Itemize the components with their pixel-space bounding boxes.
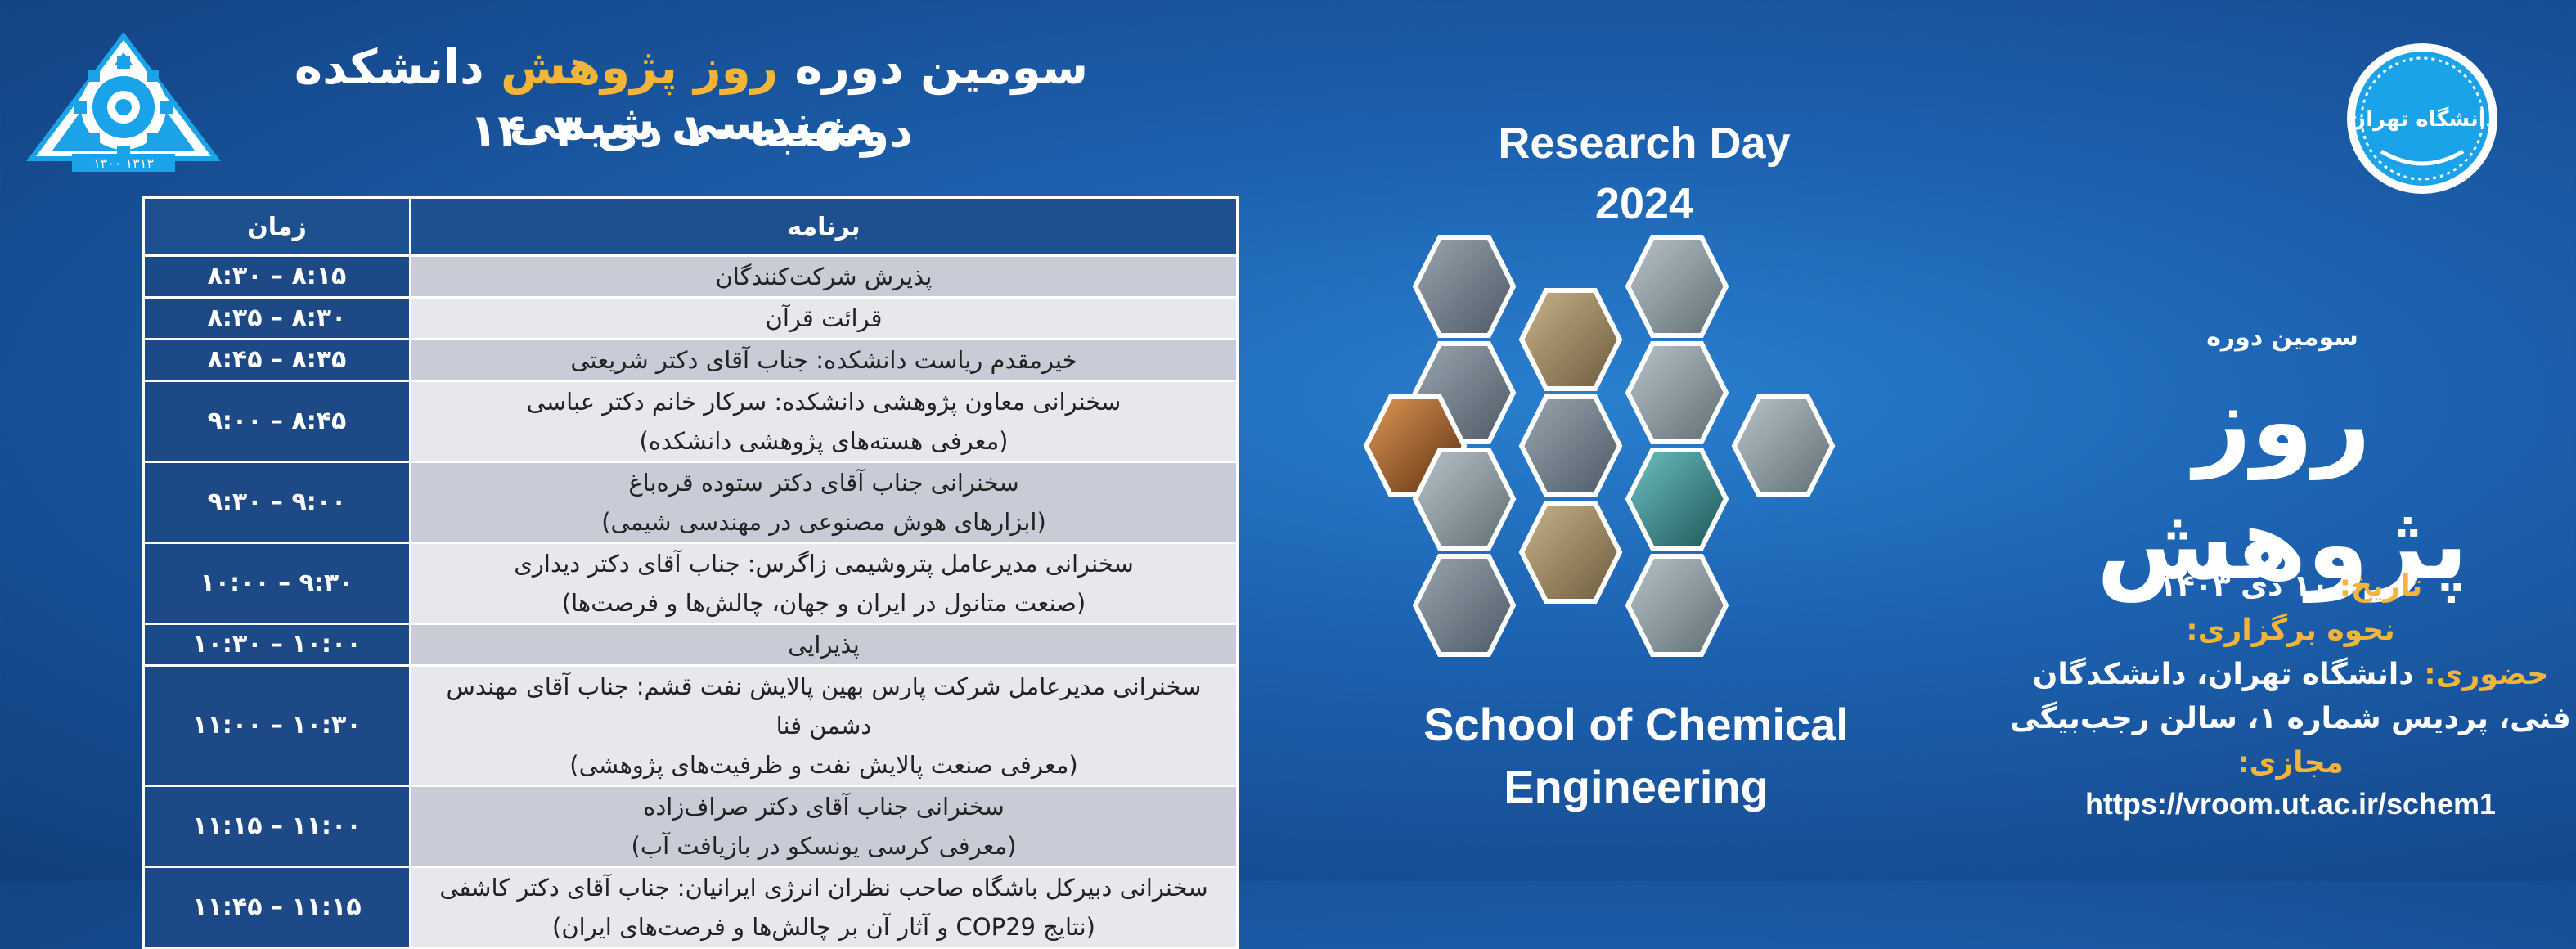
edition-label: سومین دوره: [2206, 323, 2358, 352]
table-row: خیرمقدم ریاست دانشکده: جناب آقای دکتر شر…: [142, 338, 1239, 382]
time-cell: ۱۱:۰۰ – ۱۱:۱۵: [142, 785, 411, 868]
program-cell: سخنرانی مدیرعامل شرکت پارس بهین پالایش ن…: [409, 664, 1239, 787]
time-cell: ۹:۰۰ – ۹:۳۰: [142, 461, 411, 544]
program-subtext: (صنعت متانول در ایران و جهان، چالش‌ها و …: [561, 589, 1086, 617]
table-row: پذیرش شرکت‌کنندگان ۸:۱۵ – ۸:۳۰: [142, 254, 1239, 299]
lab-photo-hex: [1412, 554, 1517, 657]
info-inperson: حضوری: دانشگاه تهران، دانشکدگان: [2004, 653, 2576, 697]
university-of-tehran-logo: دانشگاه تهران: [2347, 43, 2497, 194]
program-text: سخنرانی مدیرعامل شرکت پارس بهین پالایش ن…: [446, 672, 1202, 740]
table-row: سخنرانی مدیرعامل پتروشیمی زاگرس: جناب آق…: [142, 542, 1239, 625]
column-header-time: زمان: [142, 196, 411, 257]
program-cell: سخنرانی معاون پژوهشی دانشکده: سرکار خانم…: [409, 380, 1239, 463]
time-cell: ۸:۳۰ – ۸:۳۵: [142, 296, 411, 340]
page-title: سومین دوره روز پژوهش دانشکده مهندسی شیمی: [237, 39, 1145, 151]
table-row: سخنرانی جناب آقای دکتر صراف‌زاده (معرفی ک…: [142, 785, 1239, 868]
title-part2: دانشکده مهندسی شیمی: [294, 39, 874, 151]
date-label: تاریخ:: [2339, 569, 2423, 603]
time-cell: ۱۰:۳۰ – ۱۱:۰۰: [142, 664, 411, 787]
lab-photo-hex: [1625, 448, 1729, 551]
program-subtext: (نتایج COP29 و آثار آن بر چالش‌ها و فرصت…: [552, 913, 1095, 941]
program-cell: سخنرانی جناب آقای دکتر ستوده قره‌باغ (ابز…: [409, 461, 1239, 544]
lab-photo-hex: [1518, 394, 1623, 497]
lab-photo-hex: [1518, 288, 1623, 391]
lab-photo-hex: [1625, 554, 1729, 657]
school-name-line1: School of Chemical: [1423, 699, 1849, 750]
mode-label: نحوه برگزاری:: [2186, 614, 2395, 647]
table-header-row: برنامه زمان: [142, 196, 1239, 257]
school-name: School of Chemical Engineering: [1391, 694, 1881, 818]
engineering-logo-years: ۱۳۰۰ ۱۳۱۳: [93, 155, 154, 171]
lab-photo-honeycomb: [1363, 235, 1836, 657]
program-cell: سخنرانی مدیرعامل پتروشیمی زاگرس: جناب آق…: [409, 542, 1239, 625]
program-subtext: (معرفی کرسی یونسکو در بازیافت آب): [631, 832, 1017, 860]
lab-photo-hex: [1412, 235, 1517, 338]
table-row: پذیرایی ۱۰:۰۰ – ۱۰:۳۰: [142, 623, 1239, 667]
program-text: خیرمقدم ریاست دانشکده: جناب آقای دکتر شر…: [570, 346, 1077, 374]
program-cell: پذیرایی: [409, 623, 1239, 667]
school-name-line2: Engineering: [1504, 761, 1769, 812]
lab-photo-hex: [1625, 235, 1729, 338]
engineering-faculty-logo: ۱۳۰۰ ۱۳۱۳: [25, 32, 222, 172]
program-cell: سخنرانی جناب آقای دکتر صراف‌زاده (معرفی ک…: [409, 785, 1239, 868]
program-cell: پذیرش شرکت‌کنندگان: [409, 254, 1239, 299]
research-day-label: Research Day: [1498, 119, 1791, 168]
program-text: قرائت قرآن: [765, 304, 883, 332]
program-text: سخنرانی معاون پژوهشی دانشکده: سرکار خانم…: [526, 388, 1122, 416]
time-cell: ۱۱:۱۵ – ۱۱:۴۵: [142, 866, 411, 949]
event-name: روز پژوهش: [2096, 363, 2469, 602]
info-date: تاریخ: ۱۰ دی ۱۴۰۳: [2004, 564, 2576, 609]
schedule-table: برنامه زمان پذیرش شرکت‌کنندگان ۸:۱۵ – ۸:…: [142, 196, 1239, 949]
lab-photo-hex: [1731, 394, 1836, 497]
research-day-title: Research Day 2024: [1440, 113, 1849, 234]
table-row: سخنرانی جناب آقای دکتر ستوده قره‌باغ (ابز…: [142, 461, 1239, 544]
date-value: ۱۰ دی ۱۴۰۳: [2158, 569, 2330, 603]
virtual-room-link[interactable]: https://vroom.ut.ac.ir/schem1: [2084, 787, 2497, 821]
time-cell: ۸:۳۵ – ۸:۴۵: [142, 338, 411, 382]
column-header-program: برنامه: [409, 196, 1239, 257]
inperson-label: حضوری:: [2424, 658, 2549, 691]
program-cell: قرائت قرآن: [409, 296, 1239, 340]
lab-photo-hex: [1625, 341, 1729, 444]
program-text: سخنرانی جناب آقای دکتر صراف‌زاده: [643, 793, 1005, 821]
program-text: سخنرانی مدیرعامل پتروشیمی زاگرس: جناب آق…: [514, 550, 1134, 578]
time-cell: ۸:۴۵ – ۹:۰۰: [142, 380, 411, 463]
program-text: پذیرش شرکت‌کنندگان: [715, 263, 933, 290]
program-cell: خیرمقدم ریاست دانشکده: جناب آقای دکتر شر…: [409, 338, 1239, 382]
table-row: سخنرانی معاون پژوهشی دانشکده: سرکار خانم…: [142, 380, 1239, 463]
program-cell: سخنرانی دبیرکل باشگاه صاحب نظران انرژی ا…: [409, 866, 1239, 949]
time-cell: ۹:۳۰ – ۱۰:۰۰: [142, 542, 411, 625]
inperson-value-line1: دانشگاه تهران، دانشکدگان: [2032, 658, 2414, 691]
virtual-label: مجازی:: [2237, 746, 2344, 780]
table-row: قرائت قرآن ۸:۳۰ – ۸:۳۵: [142, 296, 1239, 340]
program-subtext: (معرفی هسته‌های پژوهشی دانشکده): [639, 427, 1009, 455]
program-subtext: (معرفی صنعت پالایش نفت و ظرفیت‌های پژوهش…: [569, 751, 1078, 779]
program-text: پذیرایی: [788, 631, 860, 659]
time-cell: ۸:۱۵ – ۸:۳۰: [142, 254, 411, 299]
lab-photo-hex: [1412, 448, 1517, 551]
program-subtext: (ابزارهای هوش مصنوعی در مهندسی شیمی): [601, 508, 1046, 536]
table-row: سخنرانی دبیرکل باشگاه صاحب نظران انرژی ا…: [142, 866, 1239, 949]
lab-photo-hex: [1518, 501, 1623, 604]
event-date-heading: دوشنبه ۱۰ دی ۱۴۰۳: [470, 105, 913, 158]
program-text: سخنرانی دبیرکل باشگاه صاحب نظران انرژی ا…: [439, 874, 1208, 902]
inperson-value-line2: فنی، پردیس شماره ۱، سالن رجب‌بیگی: [2010, 702, 2571, 735]
research-day-year: 2024: [1594, 179, 1694, 228]
title-part1: سومین دوره: [794, 39, 1089, 95]
table-row: سخنرانی مدیرعامل شرکت پارس بهین پالایش ن…: [142, 664, 1239, 787]
title-highlight: روز پژوهش: [500, 39, 779, 95]
ut-logo-text: دانشگاه تهران: [2348, 106, 2497, 132]
program-text: سخنرانی جناب آقای دکتر ستوده قره‌باغ: [628, 469, 1019, 497]
time-cell: ۱۰:۰۰ – ۱۰:۳۰: [142, 623, 411, 667]
